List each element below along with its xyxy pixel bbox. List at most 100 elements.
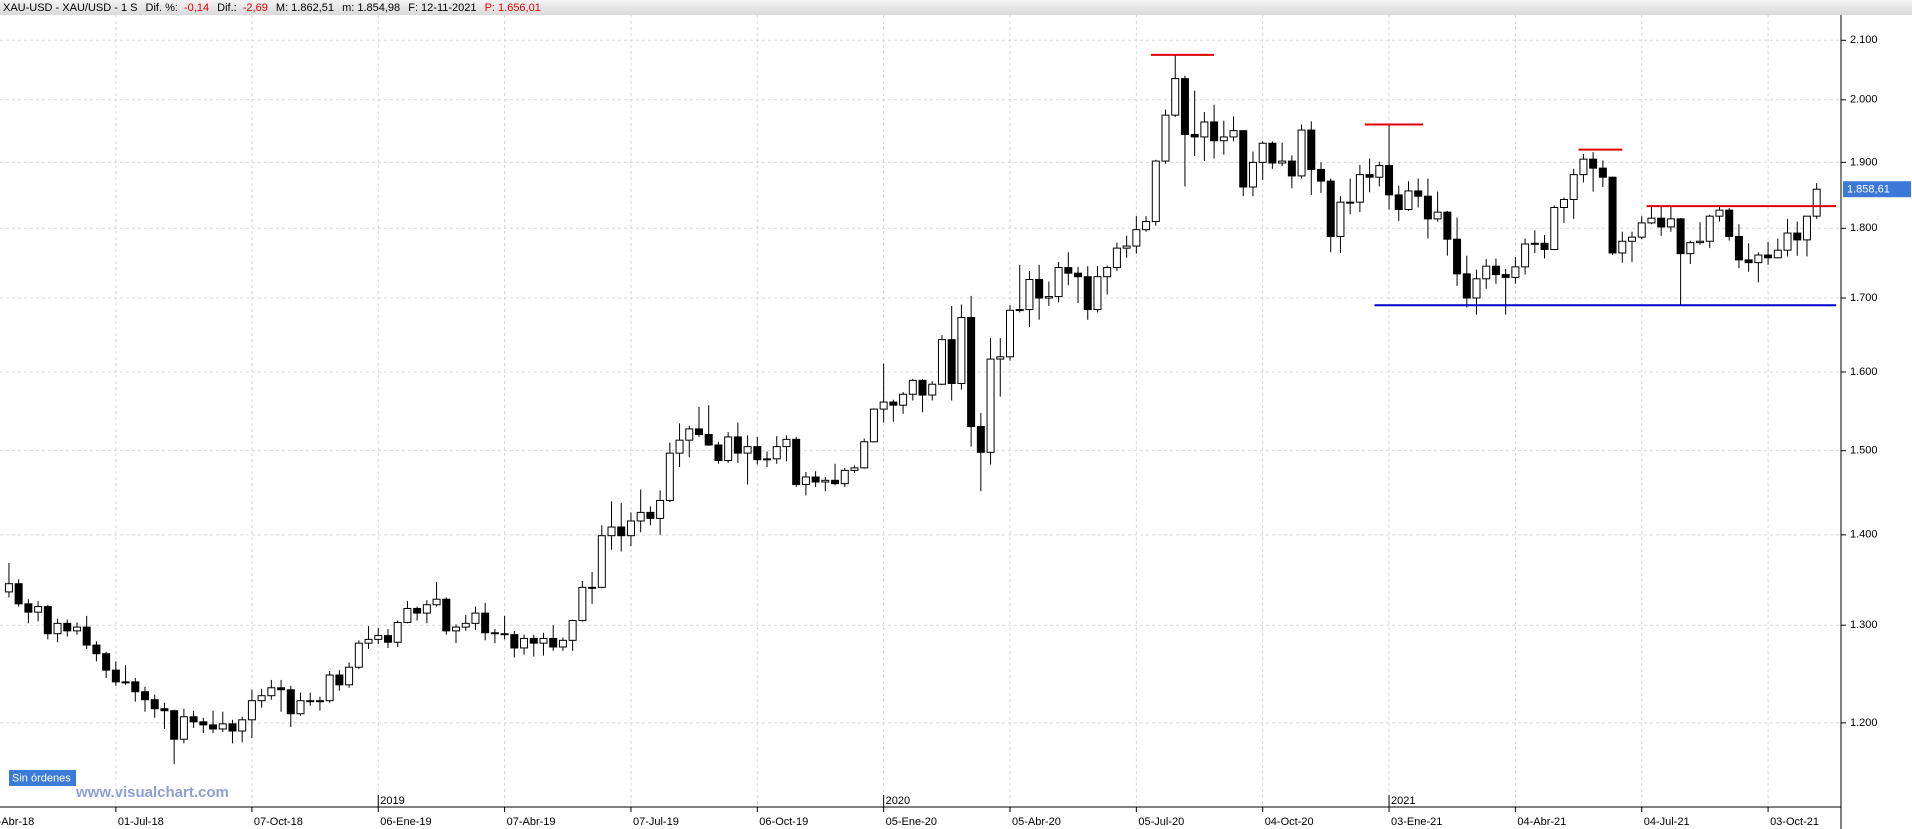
candle-body bbox=[568, 620, 577, 641]
candle-body bbox=[792, 438, 801, 485]
candle-body bbox=[860, 441, 869, 469]
x-tick-label: 04-Oct-20 bbox=[1265, 816, 1314, 828]
candle-body bbox=[1103, 267, 1112, 278]
y-tick-label: 1.700 bbox=[1850, 292, 1878, 304]
candle-body bbox=[1696, 240, 1705, 244]
candle-body bbox=[1647, 217, 1656, 224]
candle-body bbox=[850, 467, 859, 471]
candle-body bbox=[247, 700, 256, 721]
candle-body bbox=[1074, 272, 1083, 278]
candle-body bbox=[1161, 114, 1170, 162]
candle-body bbox=[1083, 276, 1092, 311]
candle-body bbox=[63, 622, 72, 632]
candle-body bbox=[24, 603, 33, 613]
date: F: 12-11-2021 bbox=[408, 2, 476, 14]
candle-body bbox=[160, 708, 169, 712]
y-tick-label: 1.300 bbox=[1850, 619, 1878, 631]
candle-body bbox=[1112, 247, 1121, 269]
x-tick-label: 07-Jul-19 bbox=[633, 816, 679, 828]
y-tick-label: 2.000 bbox=[1850, 94, 1878, 106]
candle-body bbox=[189, 716, 198, 723]
candle-body bbox=[471, 612, 480, 624]
candle-body bbox=[490, 632, 499, 635]
candle-body bbox=[1268, 142, 1277, 164]
candle-body bbox=[986, 358, 995, 453]
x-tick-label: 04-Abr-21 bbox=[1517, 816, 1566, 828]
y-tick-label: 1.200 bbox=[1850, 717, 1878, 729]
candle-body bbox=[1219, 136, 1228, 142]
candle-body bbox=[617, 526, 626, 537]
candle-body bbox=[383, 635, 392, 643]
min: m: 1.854,98 bbox=[342, 2, 400, 14]
candle-body bbox=[520, 637, 529, 649]
candle-body bbox=[1783, 232, 1792, 251]
candle-body bbox=[1754, 254, 1763, 264]
candle-body bbox=[1482, 265, 1491, 280]
candle-body bbox=[1365, 174, 1374, 178]
x-tick-label: 01-Jul-18 bbox=[118, 816, 164, 828]
candle-body bbox=[937, 339, 946, 385]
candle-body bbox=[733, 436, 742, 454]
candle-body bbox=[393, 621, 402, 643]
candle-body bbox=[1540, 242, 1549, 250]
candle-body bbox=[1433, 211, 1442, 220]
candle-body bbox=[1705, 215, 1714, 242]
candle-body bbox=[1550, 206, 1559, 250]
y-tick-label: 2.100 bbox=[1850, 34, 1878, 46]
candle-body bbox=[306, 700, 315, 703]
candle-body bbox=[947, 339, 956, 384]
candle-body bbox=[1764, 254, 1773, 259]
candle-body bbox=[179, 716, 188, 740]
candle-body bbox=[209, 724, 218, 730]
price-tag bbox=[1843, 181, 1911, 198]
candle-body bbox=[656, 499, 665, 519]
candle-body bbox=[228, 723, 237, 732]
candle-body bbox=[1453, 238, 1462, 275]
candle-body bbox=[1132, 229, 1141, 247]
candle-body bbox=[578, 586, 587, 622]
candle-body bbox=[763, 458, 772, 461]
candle-body bbox=[558, 639, 567, 648]
candle-body bbox=[452, 626, 461, 632]
candle-body bbox=[1142, 221, 1151, 231]
candle-body bbox=[238, 719, 247, 732]
candle-body bbox=[170, 710, 179, 740]
x-tick-label: 03-Oct-21 bbox=[1770, 816, 1819, 828]
candle-body bbox=[539, 637, 548, 644]
candle-body bbox=[1443, 211, 1452, 240]
candle-body bbox=[345, 666, 354, 686]
candle-body bbox=[432, 598, 441, 606]
candle-body bbox=[1491, 265, 1500, 276]
x-tick-label: 06-Oct-19 bbox=[759, 816, 808, 828]
candle-body bbox=[1229, 130, 1238, 138]
candle-body bbox=[1559, 199, 1568, 208]
candle-body bbox=[1044, 296, 1053, 299]
candle-body bbox=[1200, 121, 1209, 138]
candle-body bbox=[889, 401, 898, 406]
candle-body bbox=[1812, 188, 1821, 217]
price-tag-label: 1.858,61 bbox=[1847, 184, 1890, 196]
candle-body bbox=[801, 476, 810, 485]
candle-body bbox=[374, 635, 383, 640]
candle-body bbox=[72, 626, 81, 632]
y-tick-label: 1.800 bbox=[1850, 222, 1878, 234]
candle-body bbox=[510, 634, 519, 649]
candle-body bbox=[996, 356, 1005, 360]
candle-body bbox=[529, 637, 538, 644]
candle-body bbox=[626, 520, 635, 537]
candle-body bbox=[34, 606, 43, 613]
candle-body bbox=[918, 379, 927, 396]
candle-body bbox=[121, 681, 130, 684]
candle-body bbox=[325, 674, 334, 702]
candle-body bbox=[675, 439, 684, 454]
candle-body bbox=[1346, 201, 1355, 204]
candle-body bbox=[403, 607, 412, 623]
candle-body bbox=[422, 604, 431, 614]
candle-body bbox=[1025, 279, 1034, 311]
candle-body bbox=[1472, 278, 1481, 299]
candle-body bbox=[1686, 242, 1695, 255]
candle-body bbox=[1035, 279, 1044, 299]
candle-body bbox=[111, 669, 120, 683]
candle-body bbox=[413, 607, 422, 614]
